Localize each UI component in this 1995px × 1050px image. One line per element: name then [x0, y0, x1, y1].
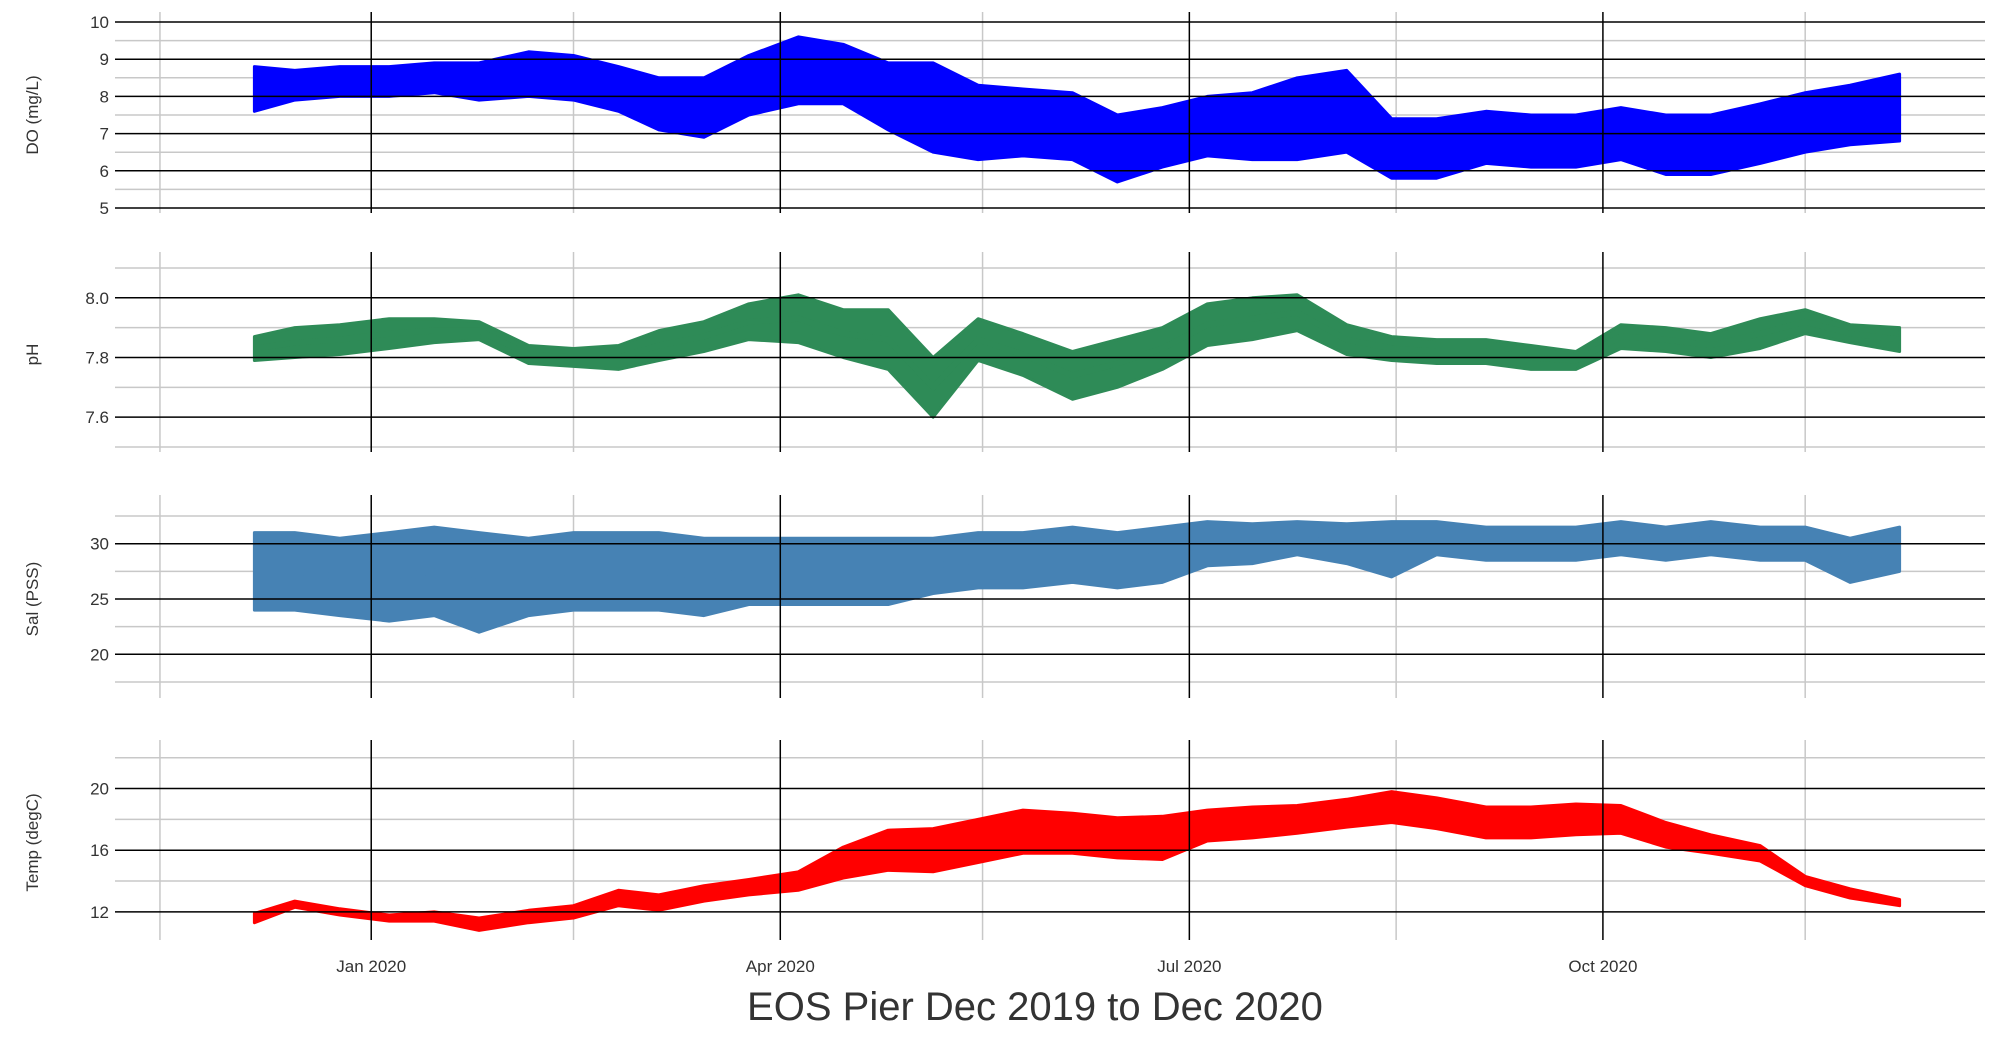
y-tick-label: 12: [90, 903, 109, 922]
panel-2: 7.6 7.8 8.0 pH: [23, 252, 1985, 452]
y-tick-label: 8.0: [85, 289, 109, 308]
y-tick-label: 7: [100, 125, 109, 144]
panel-4: 12 16 20 Temp (degC): [23, 740, 1985, 940]
data-band: [252, 293, 1902, 419]
y-tick-label: 16: [90, 841, 109, 860]
x-tick-label: Oct 2020: [1568, 957, 1637, 976]
y-tick-label: 8: [100, 87, 109, 106]
data-band: [252, 790, 1902, 932]
data-band: [252, 520, 1902, 634]
data-band: [252, 35, 1902, 184]
series-line: [253, 803, 1901, 928]
series-line: [254, 535, 1901, 586]
x-tick-label: Jul 2020: [1157, 957, 1221, 976]
y-axis-label: Sal (PSS): [23, 562, 42, 637]
x-tick-label: Jan 2020: [336, 957, 406, 976]
y-tick-label: 25: [90, 590, 109, 609]
y-tick-label: 10: [90, 13, 109, 32]
y-tick-label: 20: [90, 645, 109, 664]
y-axis-label: Temp (degC): [23, 793, 42, 891]
y-tick-label: 7.8: [85, 348, 109, 367]
y-tick-label: 30: [90, 535, 109, 554]
y-axis-label: pH: [23, 344, 42, 366]
y-tick-label: 5: [100, 199, 109, 218]
panel-1: 5 6 7 8 9 10 DO (mg/L): [23, 12, 1985, 218]
y-axis-label: DO (mg/L): [23, 75, 42, 154]
figure-caption: EOS Pier Dec 2019 to Dec 2020: [747, 985, 1323, 1029]
x-tick-label: Apr 2020: [746, 957, 815, 976]
y-tick-label: 7.6: [85, 408, 109, 427]
series-line: [253, 309, 1900, 392]
y-tick-label: 9: [100, 50, 109, 69]
shared-x-axis: Jan 2020 Apr 2020 Jul 2020 Oct 2020: [336, 957, 1637, 976]
y-tick-label: 6: [100, 162, 109, 181]
panels-group: 5 6 7 8 9 10 DO (mg/L) 7.6 7.8 8.0 pH 20 25 30 Sal (PS…: [23, 12, 1985, 940]
panel-3: 20 25 30 Sal (PSS): [23, 495, 1985, 698]
y-tick-label: 20: [90, 780, 109, 799]
